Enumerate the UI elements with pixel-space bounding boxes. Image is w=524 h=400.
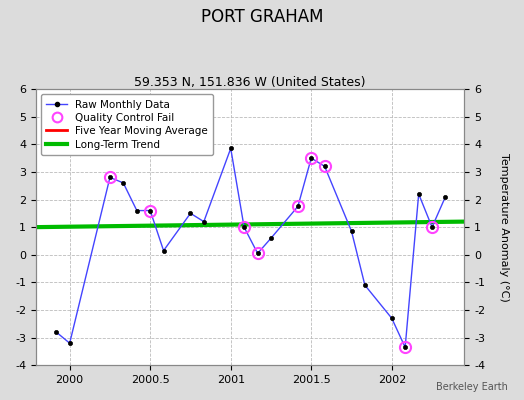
Y-axis label: Temperature Anomaly (°C): Temperature Anomaly (°C)	[499, 153, 509, 302]
Text: PORT GRAHAM: PORT GRAHAM	[201, 8, 323, 26]
Title: 59.353 N, 151.836 W (United States): 59.353 N, 151.836 W (United States)	[134, 76, 366, 89]
Legend: Raw Monthly Data, Quality Control Fail, Five Year Moving Average, Long-Term Tren: Raw Monthly Data, Quality Control Fail, …	[41, 94, 213, 155]
Text: Berkeley Earth: Berkeley Earth	[436, 382, 508, 392]
